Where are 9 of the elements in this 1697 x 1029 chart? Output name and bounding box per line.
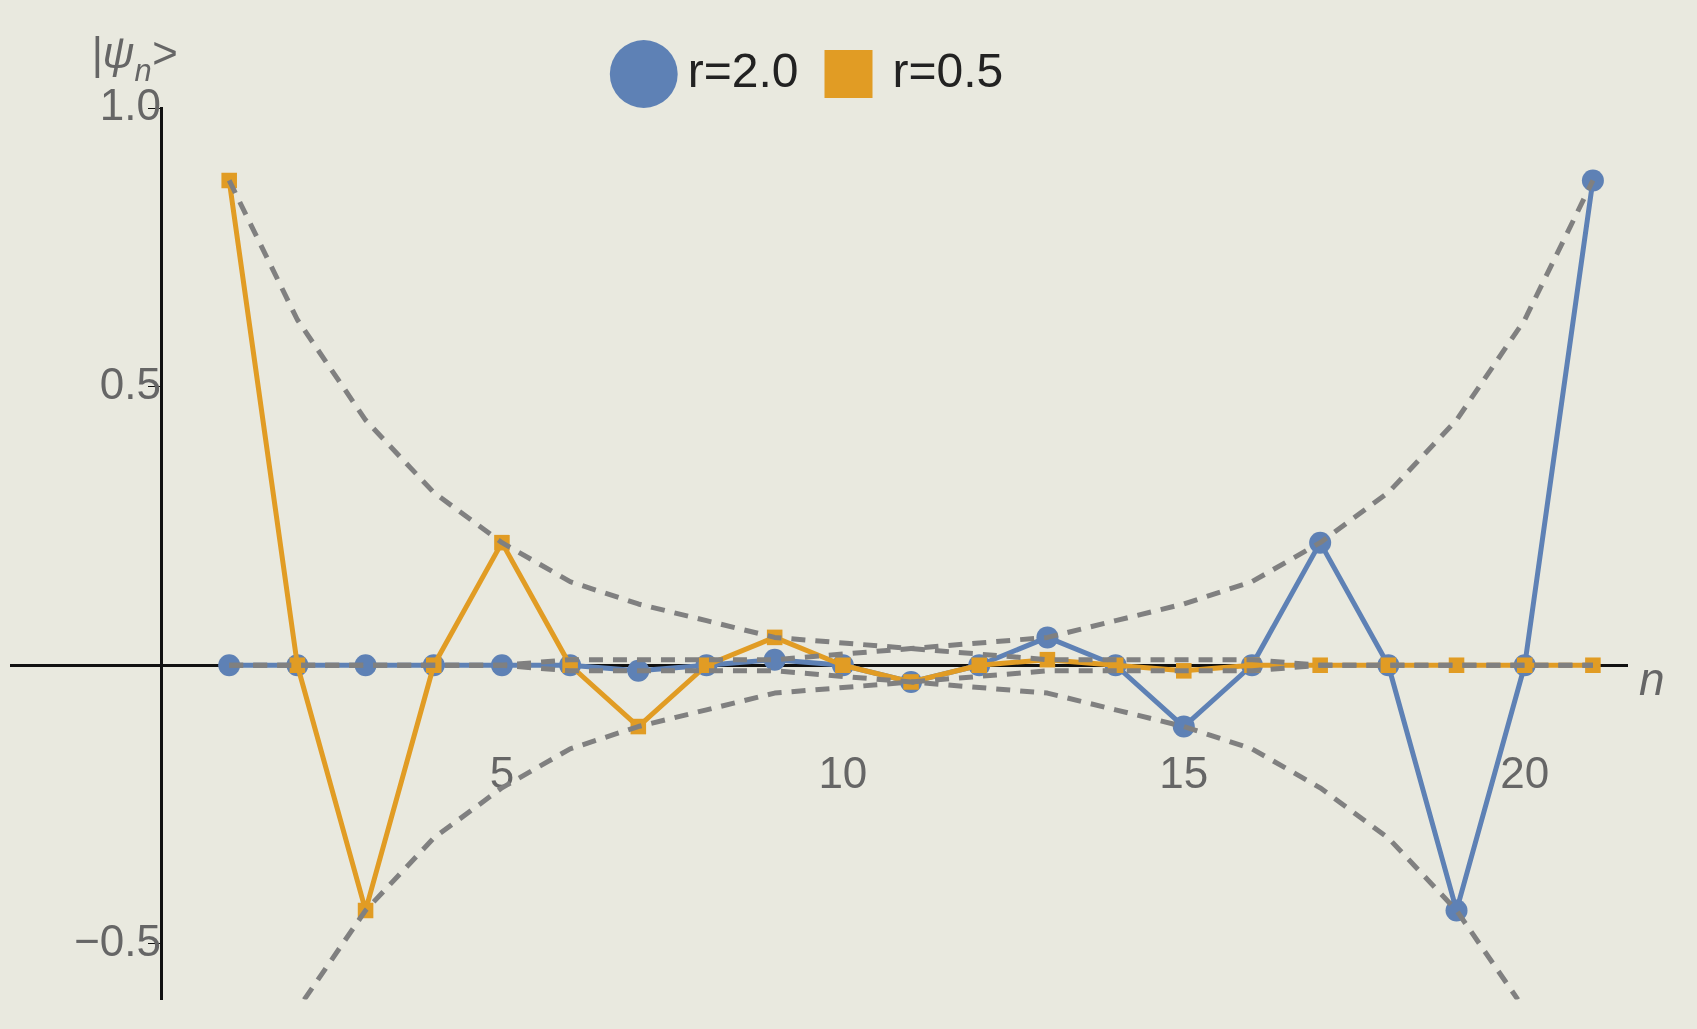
y-tick-label: −0.5 [74,916,162,966]
y-tick-label: 0.5 [99,358,162,408]
x-tick-label: 10 [818,747,868,797]
y-tick-label: 1.0 [99,80,162,130]
legend-label: r=0.5 [892,44,1004,98]
x-tick-label: 20 [1500,747,1550,797]
legend-label: r=2.0 [687,44,799,98]
x-tick-label: 15 [1159,747,1209,797]
x-axis-title: n [1639,653,1665,706]
